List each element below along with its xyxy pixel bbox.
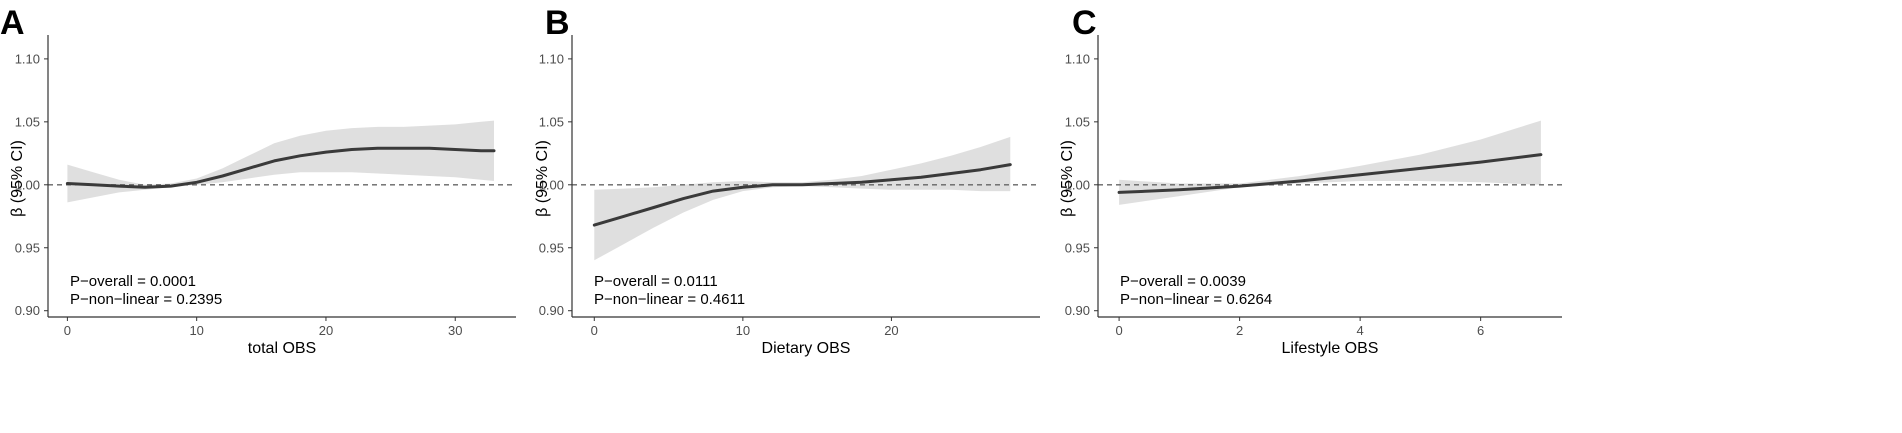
x-axis-title: total OBS	[248, 340, 316, 357]
panel-b: B 0.90 0.95 1.00 1.05 1.10 0 10 20 Dietary OBS β (…	[534, 4, 1040, 357]
x-tick-label: 10	[736, 323, 750, 338]
x-tick-label: 2	[1236, 323, 1243, 338]
y-tick-label: 1.10	[15, 51, 40, 66]
x-axis-title: Dietary OBS	[762, 340, 851, 357]
p-value-annotation: P−non−linear = 0.4611	[594, 291, 745, 308]
p-value-annotation: P−overall = 0.0039	[1120, 273, 1246, 290]
y-tick-label: 1.05	[15, 114, 40, 129]
y-tick-label: 1.00	[15, 177, 40, 192]
y-tick-label: 0.95	[1065, 240, 1090, 255]
p-value-annotation: P−non−linear = 0.6264	[1120, 291, 1272, 308]
y-axis-title: β (95% CI)	[1059, 140, 1076, 217]
p-value-annotation: P−non−linear = 0.2395	[70, 291, 222, 308]
panel-letter: B	[545, 4, 570, 42]
y-tick-label: 0.90	[539, 303, 564, 318]
y-tick-label: 1.10	[539, 51, 564, 66]
fitted-curve	[592, 163, 1012, 227]
x-axis-title: Lifestyle OBS	[1282, 340, 1379, 357]
y-tick-label: 1.00	[1065, 177, 1090, 192]
p-value-annotation: P−overall = 0.0001	[70, 273, 196, 290]
x-tick-label: 10	[189, 323, 203, 338]
y-tick-label: 1.00	[539, 177, 564, 192]
panel-letter: C	[1072, 4, 1097, 42]
y-tick-label: 1.05	[1065, 114, 1090, 129]
p-value-annotation: P−overall = 0.0111	[594, 273, 718, 290]
panel-c: C 0.90 0.95 1.00 1.05 1.10 0 2 4 6 Lifestyle OBS β …	[1059, 4, 1562, 357]
y-tick-label: 0.90	[15, 303, 40, 318]
y-tick-label: 0.90	[1065, 303, 1090, 318]
panel-a: A 0.90 0.95 1.00 1.05 1.10 0 10 20 30 total OBS β (…	[0, 4, 516, 357]
y-tick-label: 1.10	[1065, 51, 1090, 66]
y-axis-title: β (95% CI)	[9, 140, 26, 217]
y-tick-label: 1.05	[539, 114, 564, 129]
y-tick-label: 0.95	[539, 240, 564, 255]
x-tick-label: 20	[884, 323, 898, 338]
x-tick-label: 4	[1357, 323, 1364, 338]
confidence-band	[594, 136, 1011, 261]
x-tick-label: 0	[1115, 323, 1122, 338]
x-tick-label: 20	[319, 323, 333, 338]
x-tick-label: 6	[1477, 323, 1484, 338]
fitted-curve	[1117, 153, 1543, 194]
confidence-band	[67, 120, 495, 203]
panel-letter: A	[0, 4, 25, 42]
y-axis-title: β (95% CI)	[534, 140, 551, 217]
fitted-curve	[65, 146, 496, 189]
x-tick-label: 0	[64, 323, 71, 338]
x-tick-label: 30	[448, 323, 462, 338]
y-tick-label: 0.95	[15, 240, 40, 255]
confidence-band	[1119, 120, 1541, 205]
x-tick-label: 0	[591, 323, 598, 338]
